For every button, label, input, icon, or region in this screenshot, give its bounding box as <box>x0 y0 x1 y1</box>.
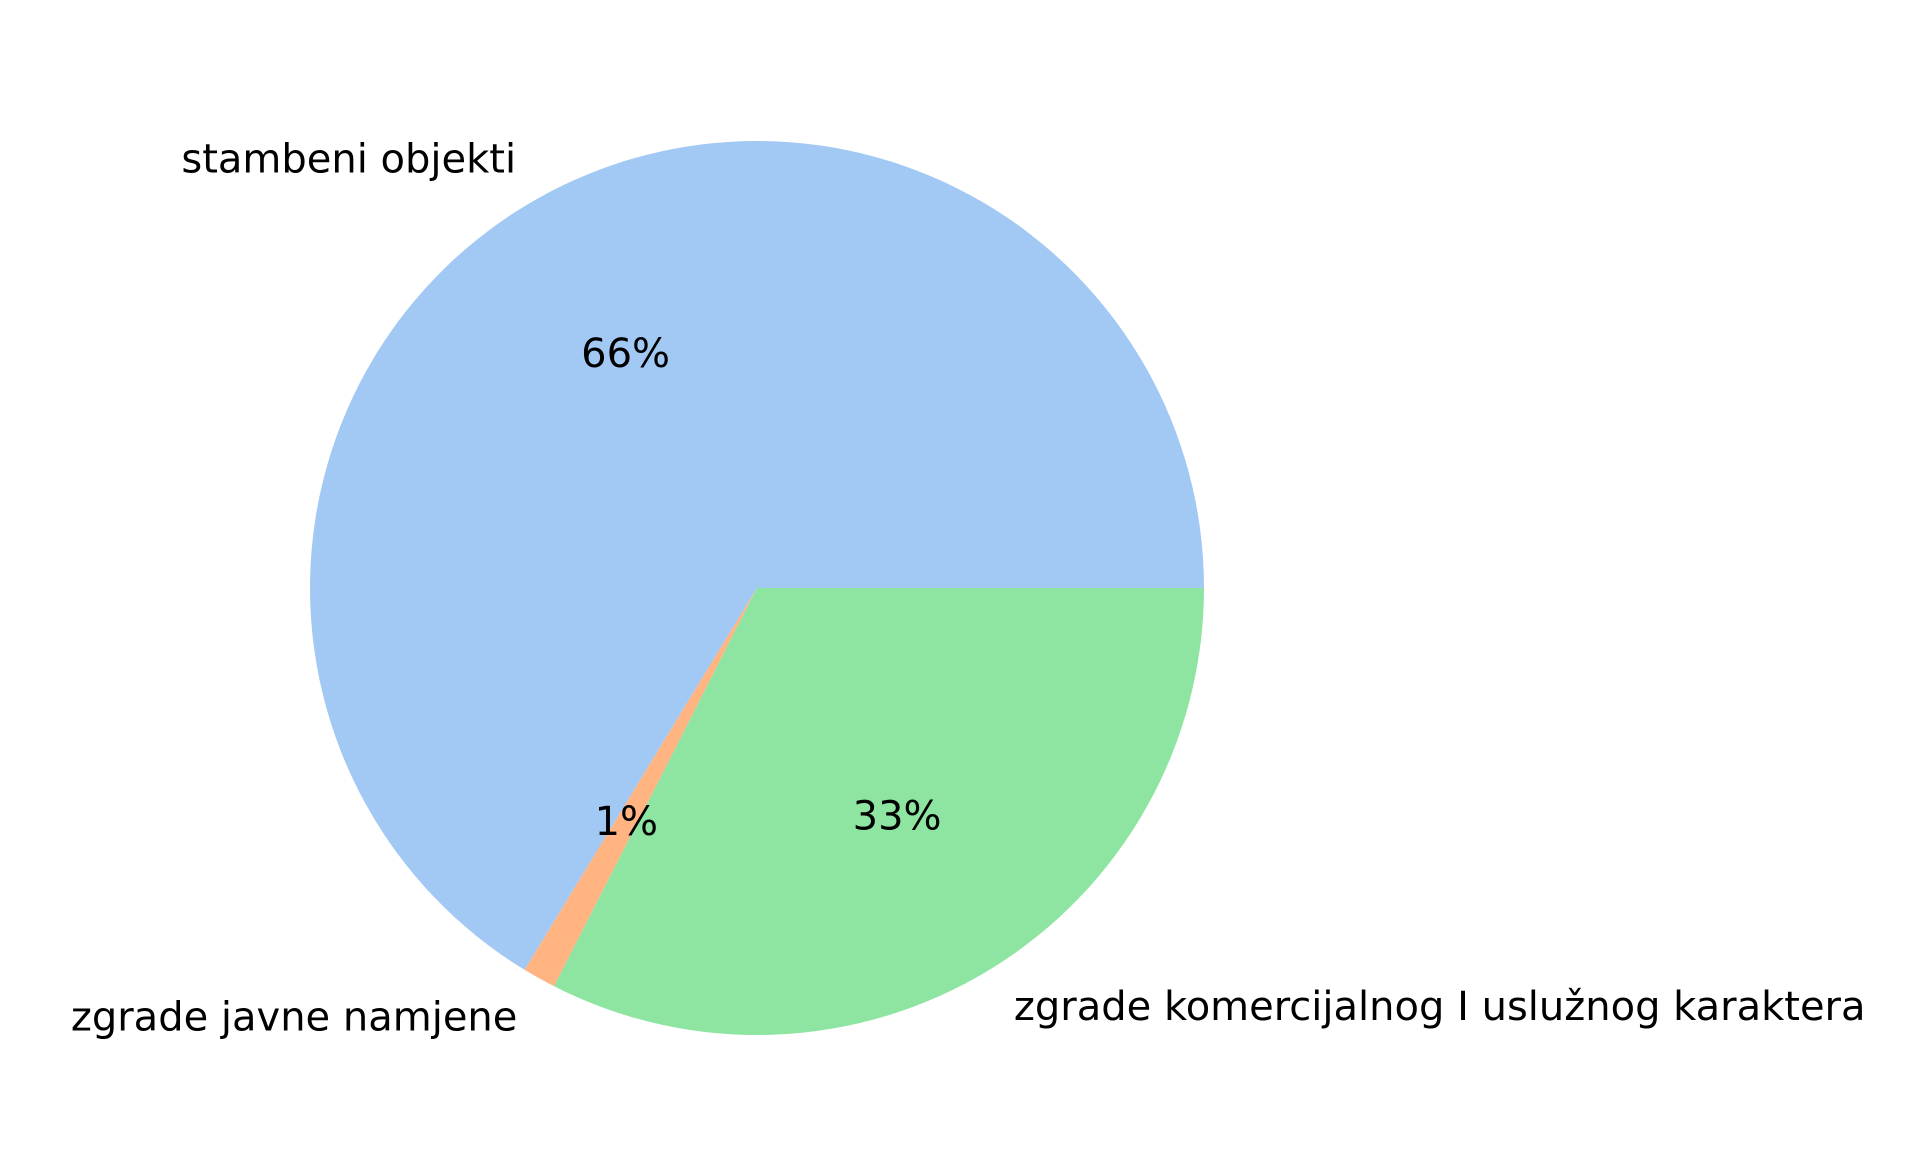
pct-label-zgrade-javne-namjene: 1% <box>595 799 658 845</box>
pie-slice-stambeni-objekti <box>310 140 1204 970</box>
pie-slice-zgrade-komercijalnog-i-usluznog-karaktera <box>554 588 1204 1035</box>
pct-label-stambeni-objekti: 66% <box>581 331 670 377</box>
pct-label-zgrade-komercijalnog-i-usluznog-karaktera: 33% <box>853 794 942 840</box>
pie-slice-zgrade-javne-namjene <box>524 588 757 987</box>
slice-label-zgrade-komercijalnog-i-usluznog-karaktera: zgrade komercijalnog I uslužnog karakter… <box>1014 984 1866 1030</box>
pie-labels: 66% stambeni objekti 1% zgrade javne namjen… <box>71 136 1866 1040</box>
slice-label-zgrade-javne-namjene: zgrade javne namjene <box>71 994 518 1040</box>
slice-label-stambeni-objekti: stambeni objekti <box>181 136 516 182</box>
pie-slices <box>310 140 1204 1035</box>
